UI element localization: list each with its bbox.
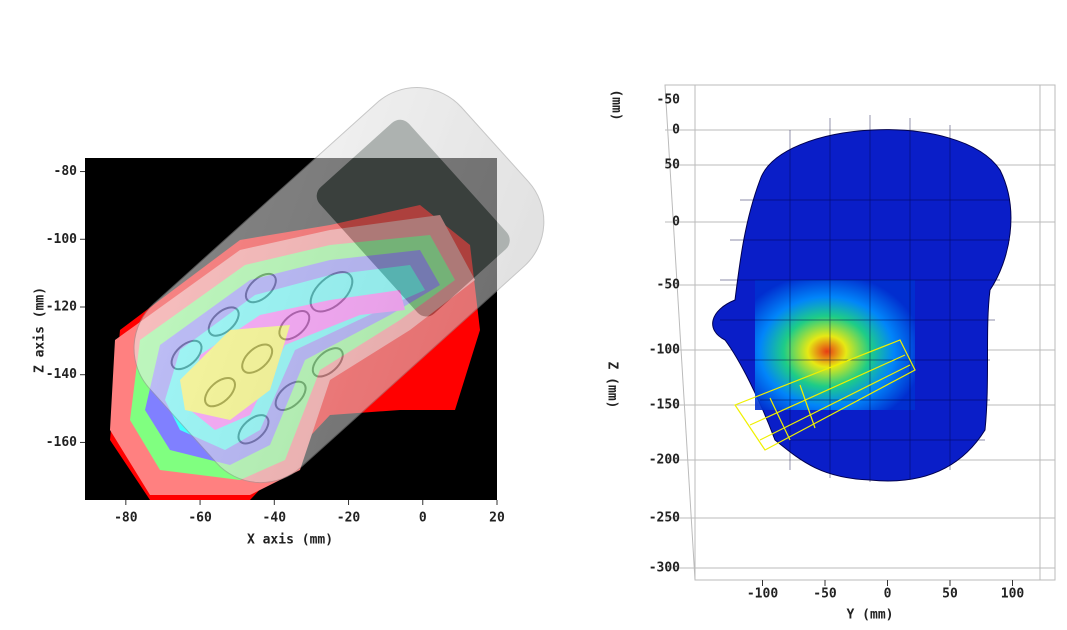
y-axis-label: Z axis (mm): [33, 287, 48, 373]
z-tick-label: -250: [649, 511, 680, 526]
z-tick-label: -150: [649, 398, 680, 413]
x-tick-label: 0: [419, 511, 427, 526]
x-tick-label: -60: [188, 511, 212, 526]
x-tick-label: -80: [114, 511, 138, 526]
y-tick-label: -140: [46, 367, 77, 382]
phone-image: [133, 87, 545, 484]
x-tick-label: -50: [813, 587, 837, 602]
x-tick-label: -100: [747, 587, 778, 602]
head-model: [712, 115, 1012, 482]
z-tick-label: 0: [672, 123, 680, 138]
y-tick-label: -160: [46, 435, 77, 450]
z-axis-label: Z (mm): [605, 362, 620, 409]
z-tick-label: -300: [649, 561, 680, 576]
unit-label: (mm): [609, 89, 624, 120]
x-axis-label: X axis (mm): [247, 533, 333, 548]
z-tick-label: 50: [664, 158, 680, 173]
y-tick-label: -80: [54, 164, 78, 179]
x-tick-label: 0: [884, 587, 892, 602]
y-axis-label: Y (mm): [847, 608, 894, 623]
z-tick-label: -50: [657, 278, 681, 293]
x-tick-label: -40: [263, 511, 287, 526]
z-tick-label: -200: [649, 453, 680, 468]
x-tick-label: -20: [337, 511, 361, 526]
z-tick-label: -100: [649, 343, 680, 358]
z-tick-label: -50: [657, 93, 681, 108]
y-tick-label: -120: [46, 299, 77, 314]
x-tick-label: 20: [489, 511, 505, 526]
y-tick-label: -100: [46, 232, 77, 247]
x-tick-label: 100: [1001, 587, 1025, 602]
x-tick-label: 50: [942, 587, 958, 602]
z-tick-label: 0: [672, 215, 680, 230]
